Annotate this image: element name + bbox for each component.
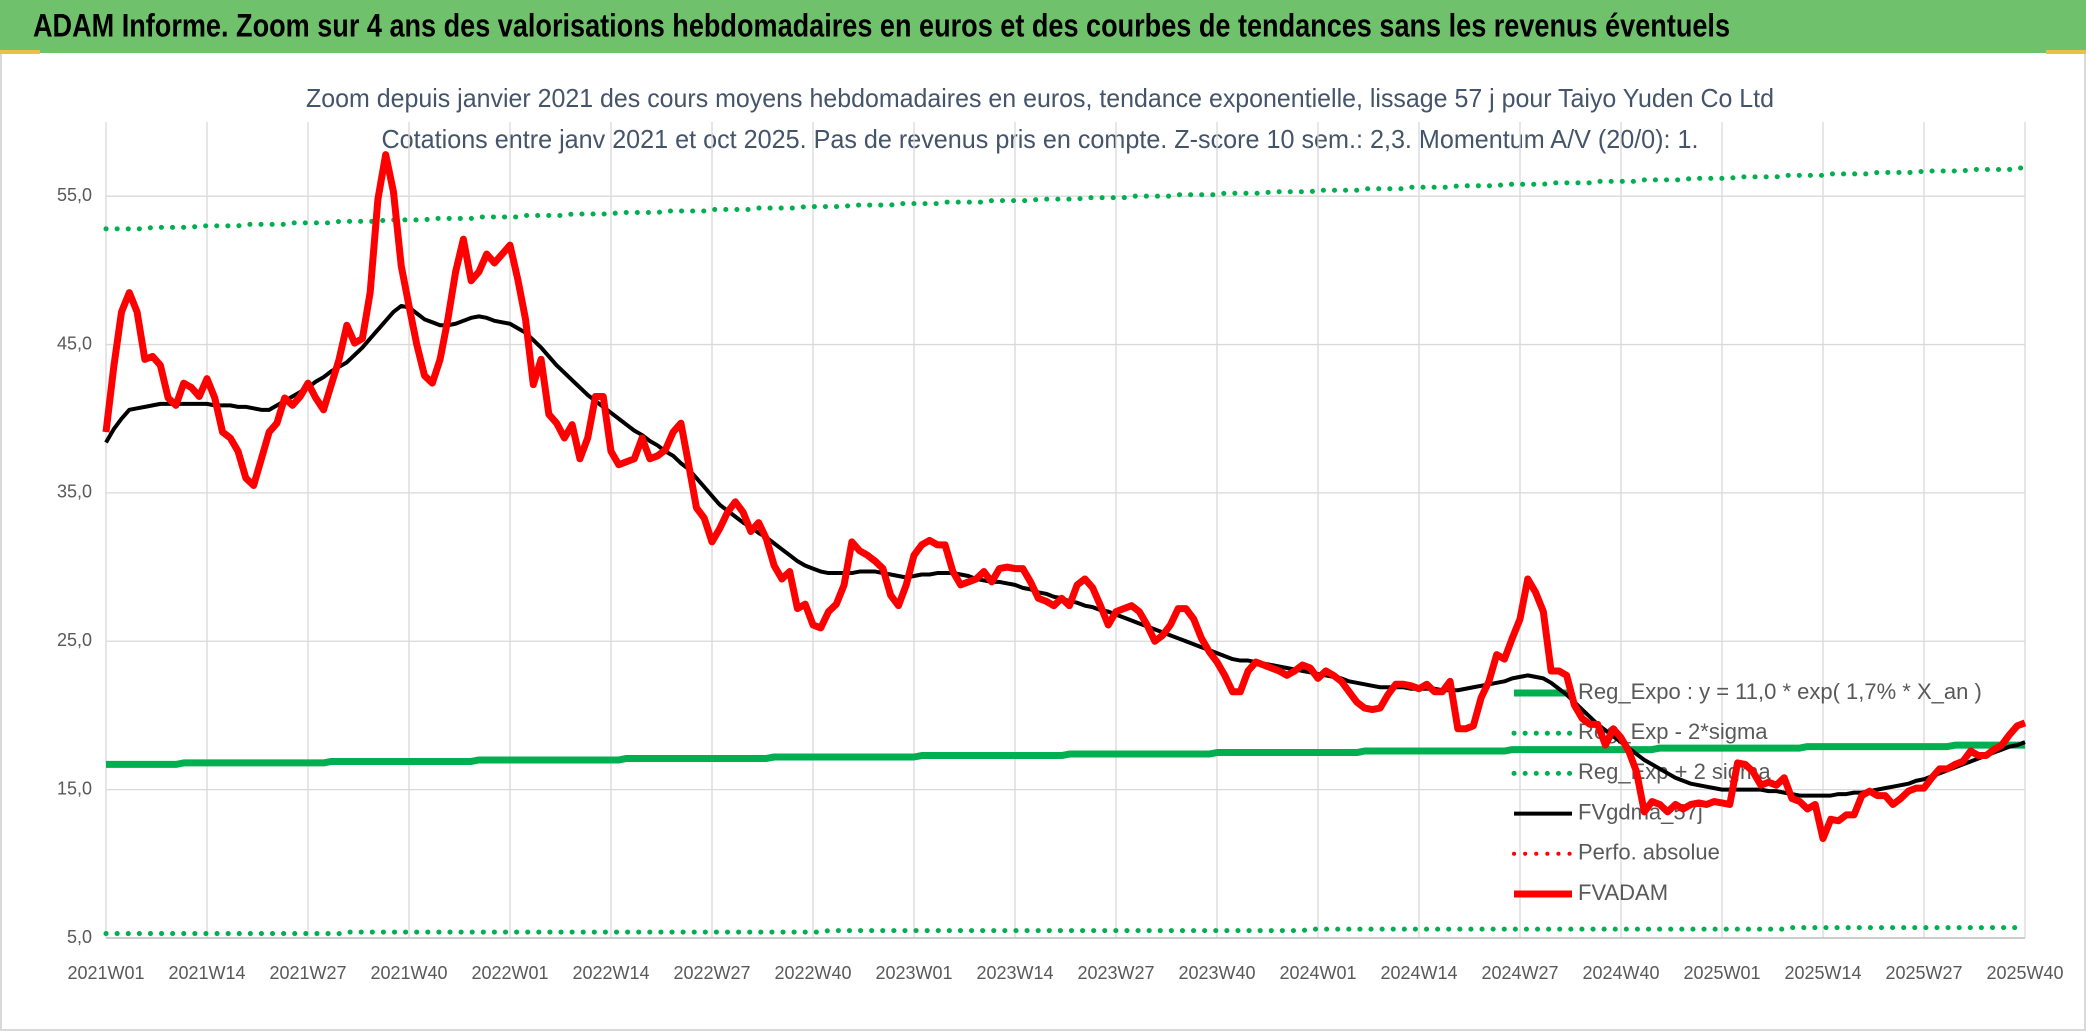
legend-label: Perfo. absolue: [1578, 840, 1720, 865]
axes: 5,0 15,0 25,0 35,0 45,0 55,0 2021W01 2021W14 202…: [57, 185, 2064, 983]
y-tick-label: 5,0: [67, 927, 92, 947]
chart-title: Zoom depuis janvier 2021 des cours moyen…: [306, 83, 1774, 113]
chart-subtitle: Cotations entre janv 2021 et oct 2025. P…: [382, 124, 1699, 154]
x-tick-label: 2024W27: [1481, 963, 1558, 983]
x-tick-label: 2023W40: [1178, 963, 1255, 983]
y-tick-label: 35,0: [57, 482, 92, 502]
series-line: [103, 925, 2028, 937]
header-accent: [0, 50, 40, 54]
y-tick-label: 55,0: [57, 185, 92, 205]
x-tick-label: 2023W01: [875, 963, 952, 983]
x-tick-label: 2021W40: [370, 963, 447, 983]
legend-label: FVADAM: [1578, 880, 1668, 905]
series-line: [103, 165, 2028, 232]
header-bar: [0, 0, 2086, 53]
x-tick-label: 2022W14: [572, 963, 649, 983]
header-accent: [2046, 50, 2086, 54]
plot: [102, 151, 2028, 937]
x-tick-label: 2022W01: [471, 963, 548, 983]
x-tick-label: 2023W14: [976, 963, 1053, 983]
x-tick-label: 2024W14: [1380, 963, 1457, 983]
x-tick-label: 2024W40: [1582, 963, 1659, 983]
x-tick-label: 2023W27: [1077, 963, 1154, 983]
legend-label: Reg_Expo : y = 11,0 * exp( 1,7% * X_an ): [1578, 679, 1982, 704]
x-tick-label: 2025W27: [1885, 963, 1962, 983]
x-tick-label: 2021W27: [269, 963, 346, 983]
x-tick-label: 2025W01: [1683, 963, 1760, 983]
y-tick-label: 25,0: [57, 630, 92, 650]
x-tick-label: 2024W01: [1279, 963, 1356, 983]
series-line: [102, 151, 2027, 843]
series-line: [106, 741, 2025, 768]
grid: [105, 122, 2026, 939]
x-tick-label: 2025W14: [1784, 963, 1861, 983]
y-tick-label: 15,0: [57, 778, 92, 798]
x-tick-label: 2021W01: [67, 963, 144, 983]
x-tick-label: 2022W27: [673, 963, 750, 983]
x-tick-label: 2025W40: [1986, 963, 2063, 983]
x-tick-label: 2022W40: [774, 963, 851, 983]
page-header: ADAM Informe. Zoom sur 4 ans des valoris…: [33, 7, 1730, 43]
y-tick-label: 45,0: [57, 333, 92, 353]
x-tick-label: 2021W14: [168, 963, 245, 983]
